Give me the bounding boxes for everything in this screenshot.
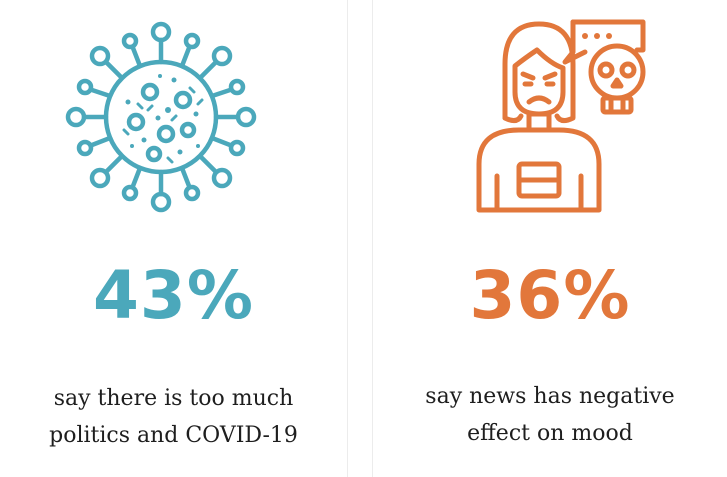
stat-caption: say there is too much politics and COVID… bbox=[0, 380, 347, 454]
stat-percentage: 36% bbox=[469, 257, 631, 334]
caption-line: politics and COVID-19 bbox=[49, 423, 298, 448]
stat-card-politics-covid: 43% say there is too much politics and C… bbox=[0, 0, 348, 477]
caption-line: effect on mood bbox=[467, 421, 633, 446]
stat-percentage: 43% bbox=[93, 257, 254, 334]
caption-line: say news has negative bbox=[425, 384, 675, 409]
stat-caption: say news has negative effect on mood bbox=[373, 378, 727, 452]
virus-icon bbox=[65, 21, 257, 213]
stressed-person-icon bbox=[476, 19, 646, 213]
caption-line: say there is too much bbox=[53, 386, 294, 411]
stat-card-negative-mood: 36% say news has negative effect on mood bbox=[372, 0, 727, 477]
